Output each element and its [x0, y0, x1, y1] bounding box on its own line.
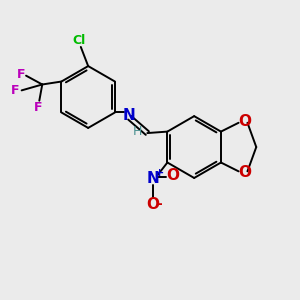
Text: F: F — [34, 101, 42, 114]
Text: F: F — [16, 68, 25, 81]
Text: O: O — [146, 197, 159, 212]
Text: N: N — [146, 171, 159, 186]
Text: +: + — [154, 168, 164, 178]
Text: F: F — [11, 84, 20, 97]
Text: O: O — [238, 114, 251, 129]
Text: -: - — [156, 197, 162, 211]
Text: H: H — [132, 125, 142, 138]
Text: O: O — [166, 168, 179, 183]
Text: N: N — [123, 108, 135, 123]
Text: O: O — [238, 165, 251, 180]
Text: Cl: Cl — [73, 34, 86, 47]
